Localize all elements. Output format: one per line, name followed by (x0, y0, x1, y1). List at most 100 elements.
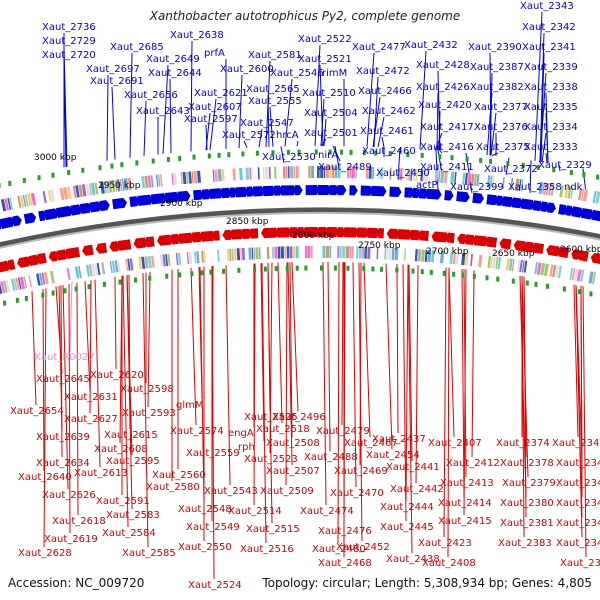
forward-gene-label[interactable]: Xaut_2621 (194, 88, 248, 99)
reverse-gene-label[interactable]: Xaut_2413 (440, 478, 494, 489)
forward-gene-label[interactable]: Xaut_2460 (362, 146, 416, 157)
forward-gene-label[interactable]: Xaut_2377 (474, 102, 528, 113)
reverse-gene-label[interactable]: Xaut_2488 (304, 452, 358, 463)
reverse-gene-label[interactable]: Xaut_2626 (42, 490, 96, 501)
reverse-gene-label[interactable]: Xaut_2550 (178, 542, 232, 553)
forward-gene-label[interactable]: Xaut_2428 (416, 60, 470, 71)
reverse-gene-label[interactable]: Xaut_2598 (120, 384, 174, 395)
forward-gene-label[interactable]: Xaut_2333 (524, 142, 578, 153)
reverse-gene-label[interactable]: Xaut_2408 (422, 558, 476, 569)
reverse-gene-label[interactable]: Xaut_2639 (36, 432, 90, 443)
reverse-gene-label[interactable]: Xaut_2407 (428, 438, 482, 449)
forward-gene-label[interactable]: hrcA (276, 130, 299, 141)
reverse-gene-label[interactable]: Xaut_2452 (336, 542, 390, 553)
forward-gene-label[interactable]: Xaut_2341 (522, 42, 576, 53)
reverse-gene-label[interactable]: Xaut_2412 (446, 458, 500, 469)
forward-gene-label[interactable]: Xaut_2387 (470, 62, 524, 73)
reverse-gene-label[interactable]: Xaut_2548 (178, 504, 232, 515)
reverse-gene-label[interactable]: Xaut_2613 (74, 468, 128, 479)
forward-gene-label[interactable]: Xaut_2390 (468, 42, 522, 53)
reverse-gene-label[interactable]: Xaut_2444 (380, 502, 434, 513)
forward-gene-label[interactable]: Xaut_2432 (404, 40, 458, 51)
reverse-gene-label[interactable]: Xaut_2634 (36, 458, 90, 469)
reverse-gene-label[interactable]: Xaut_2525 (244, 412, 298, 423)
forward-gene-label[interactable]: Xaut_2450 (376, 168, 430, 179)
reverse-gene-label[interactable]: Xaut_2591 (96, 496, 150, 507)
reverse-gene-label[interactable]: Xaut_2480 (312, 544, 366, 555)
reverse-gene-label[interactable]: glmM (176, 400, 204, 411)
reverse-gene-label[interactable]: Xaut_2414 (438, 498, 492, 509)
reverse-gene-label[interactable]: Xaut_2523 (244, 454, 298, 465)
reverse-gene-label[interactable]: Xaut_2585 (122, 548, 176, 559)
reverse-gene-label[interactable]: Xaut_2438 (386, 554, 440, 565)
forward-gene-label[interactable]: Xaut_2572 (222, 130, 276, 141)
reverse-gene-label[interactable]: Xaut_2476 (318, 526, 372, 537)
reverse-gene-label[interactable]: Xaut_2645 (36, 374, 90, 385)
reverse-gene-label[interactable]: Xaut_2619 (44, 534, 98, 545)
reverse-gene-label[interactable]: Xaut_2516 (240, 544, 294, 555)
reverse-gene-label[interactable]: Xaut_2508 (266, 438, 320, 449)
forward-gene-label[interactable]: Xaut_2644 (148, 68, 202, 79)
forward-gene-label[interactable]: Xaut_2335 (524, 102, 578, 113)
forward-gene-label[interactable]: Xaut_2329 (538, 160, 592, 171)
forward-gene-label[interactable]: Xaut_2372 (484, 164, 538, 175)
forward-gene-label[interactable]: Xaut_2565 (246, 84, 300, 95)
reverse-gene-label[interactable]: Xaut_2346 (556, 498, 600, 509)
forward-gene-label[interactable]: Xaut_2343 (520, 1, 574, 12)
reverse-gene-label[interactable]: Xaut_2640 (18, 472, 72, 483)
reverse-gene-label[interactable]: Xaut_2620 (90, 370, 144, 381)
reverse-gene-label[interactable]: Xaut_2474 (300, 506, 354, 517)
forward-gene-label[interactable]: nirA (318, 150, 338, 161)
reverse-gene-label[interactable]: Xaut_2627 (64, 414, 118, 425)
forward-gene-label[interactable]: Xaut_2489 (318, 162, 372, 173)
forward-gene-label[interactable]: Xaut_2691 (90, 76, 144, 87)
forward-gene-label[interactable]: Xaut_2358 (508, 182, 562, 193)
reverse-gene-label[interactable]: Xaut_2383 (498, 538, 552, 549)
reverse-gene-label[interactable]: Xaut_2631 (64, 392, 118, 403)
forward-gene-label[interactable]: Xaut_2504 (304, 108, 358, 119)
reverse-gene-label[interactable]: Xaut_2496 (272, 412, 326, 423)
reverse-gene-label[interactable]: Xaut_2454 (366, 450, 420, 461)
reverse-gene-label[interactable]: Xaut_2524 (188, 580, 242, 591)
forward-gene-label[interactable]: Xaut_2600 (220, 64, 274, 75)
reverse-gene-label[interactable]: Xaut_2378 (500, 458, 554, 469)
forward-gene-label[interactable]: prfA (204, 48, 225, 59)
forward-gene-label[interactable]: Xaut_2376 (474, 122, 528, 133)
forward-gene-label[interactable]: Xaut_2720 (42, 50, 96, 61)
forward-gene-label[interactable]: Xaut_2510 (302, 88, 356, 99)
forward-gene-label[interactable]: Xaut_2461 (360, 126, 414, 137)
reverse-gene-label[interactable]: Xaut_2479 (316, 426, 370, 437)
reverse-gene-label[interactable]: Xaut_2507 (266, 466, 320, 477)
forward-gene-label[interactable]: rimM (322, 68, 347, 79)
forward-gene-label[interactable]: Xaut_2466 (358, 86, 412, 97)
reverse-gene-label[interactable]: Xaut_2514 (228, 506, 282, 517)
reverse-gene-label[interactable]: Xaut_2469 (334, 466, 388, 477)
reverse-gene-label[interactable]: Xaut_2628 (18, 548, 72, 559)
reverse-gene-label[interactable]: Xaut_2441 (386, 462, 440, 473)
forward-gene-label[interactable]: Xaut_2501 (304, 128, 358, 139)
reverse-gene-label[interactable]: Xaut_2374 (496, 438, 550, 449)
reverse-gene-label[interactable]: Xaut_2615 (104, 430, 158, 441)
forward-gene-label[interactable]: Xaut_2555 (248, 96, 302, 107)
forward-gene-label[interactable]: Xaut_2546 (270, 68, 324, 79)
reverse-gene-label[interactable]: Xaut_2549 (186, 522, 240, 533)
forward-gene-label[interactable]: Xaut_2656 (124, 90, 178, 101)
forward-gene-label[interactable]: Xaut_2382 (470, 82, 524, 93)
reverse-gene-label[interactable]: Xaut_2543 (204, 486, 258, 497)
reverse-gene-label[interactable]: Xaut_2595 (106, 456, 160, 467)
forward-gene-label[interactable]: Xaut_2426 (416, 82, 470, 93)
forward-gene-label[interactable]: Xaut_2729 (42, 36, 96, 47)
forward-gene-label[interactable]: Xaut_2530 (262, 152, 316, 163)
forward-gene-label[interactable]: Xaut_2685 (110, 42, 164, 53)
reverse-gene-label[interactable]: Xaut_2618 (52, 516, 106, 527)
reverse-gene-label[interactable]: Xaut_2415 (438, 516, 492, 527)
reverse-gene-label[interactable]: Xaut_2580 (146, 482, 200, 493)
forward-gene-label[interactable]: Xaut_2521 (298, 54, 352, 65)
forward-gene-label[interactable]: Xaut_2581 (248, 50, 302, 61)
reverse-gene-label[interactable]: Xaut_2593 (122, 408, 176, 419)
reverse-gene-label[interactable]: Xaut_2559 (186, 448, 240, 459)
forward-gene-label[interactable]: Xaut_2375 (476, 142, 530, 153)
reverse-gene-label[interactable]: Xaut_2345 (556, 478, 600, 489)
reverse-gene-label[interactable]: Xaut_2349 (560, 558, 600, 569)
forward-gene-label[interactable]: ndk (564, 182, 583, 193)
